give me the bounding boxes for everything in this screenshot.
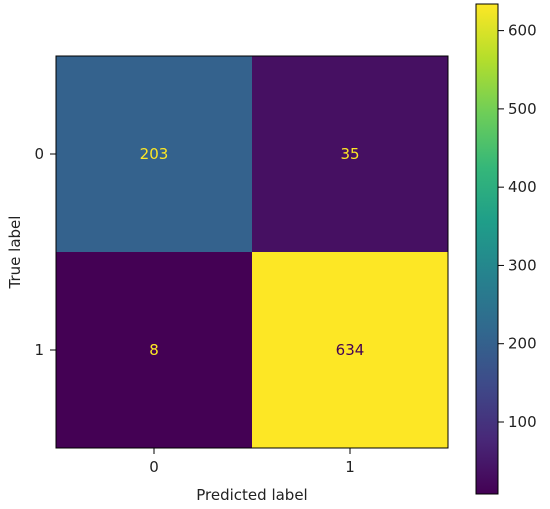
cell-value-label: 8 <box>149 341 159 359</box>
colorbar-tick-label: 600 <box>508 22 537 40</box>
colorbar-tick-label: 300 <box>508 256 537 274</box>
cell-value-label: 35 <box>340 145 359 163</box>
cell-value-label: 203 <box>140 145 169 163</box>
colorbar <box>475 3 499 495</box>
colorbar-tick-label: 100 <box>508 413 537 431</box>
colorbar-tick-label: 200 <box>508 335 537 353</box>
matrix-cells: 203 35 8 634 <box>56 56 448 448</box>
y-tick-label: 0 <box>34 145 44 163</box>
colorbar-axis: 100 200 300 400 500 600 <box>498 22 537 431</box>
cell-0-1 <box>252 56 448 252</box>
cell-0-0 <box>56 56 252 252</box>
cell-1-1 <box>252 252 448 448</box>
y-axis-label: True label <box>6 216 24 290</box>
x-tick-label: 0 <box>149 458 159 476</box>
x-axis-label: Predicted label <box>196 486 307 504</box>
cell-1-0 <box>56 252 252 448</box>
x-tick-label: 1 <box>345 458 355 476</box>
cell-value-label: 634 <box>336 341 365 359</box>
colorbar-tick-label: 500 <box>508 100 537 118</box>
y-tick-label: 1 <box>34 341 44 359</box>
plot-frame <box>55 55 449 449</box>
colorbar-tick-label: 400 <box>508 178 537 196</box>
y-axis: 01 <box>34 145 56 359</box>
